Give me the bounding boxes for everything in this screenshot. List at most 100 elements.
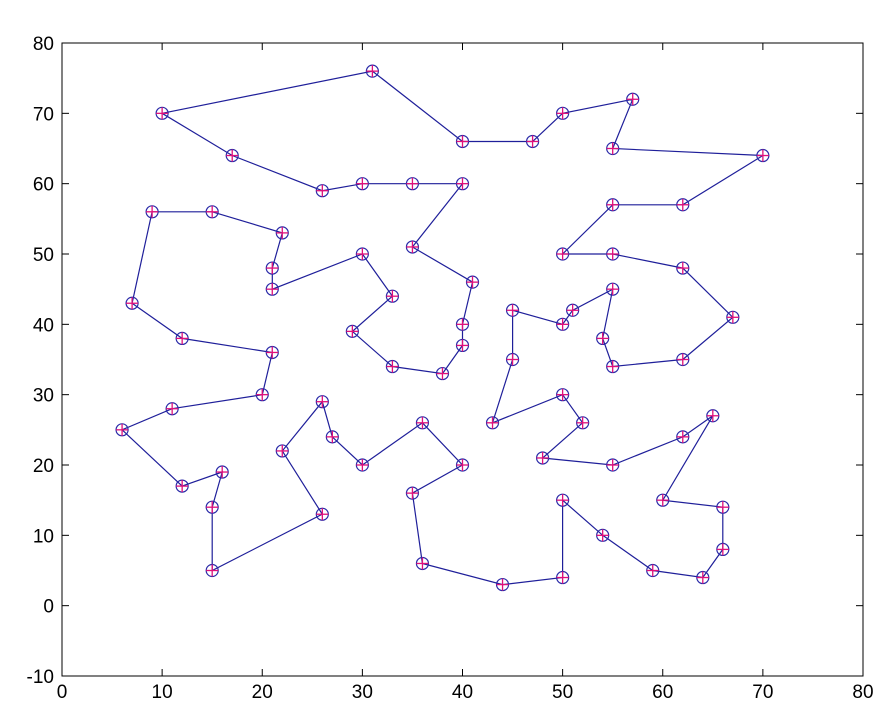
city-marker: [405, 177, 420, 191]
city-marker: [265, 345, 279, 360]
city-marker: [345, 324, 359, 338]
city-marker: [556, 317, 570, 331]
x-tick-label: 0: [57, 682, 68, 703]
city-marker: [676, 261, 690, 275]
city-marker: [525, 134, 540, 149]
x-tick-label: 20: [252, 682, 273, 703]
city-markers: [115, 64, 770, 592]
city-marker: [716, 542, 730, 557]
city-marker: [455, 134, 470, 149]
city-marker: [455, 458, 470, 472]
city-marker: [556, 247, 570, 261]
city-marker: [556, 493, 570, 507]
city-marker: [596, 528, 610, 542]
city-marker: [606, 458, 620, 472]
city-marker: [505, 352, 520, 367]
city-marker: [606, 247, 620, 261]
city-marker: [115, 423, 129, 437]
y-tick-label: 80: [33, 34, 54, 55]
x-tick-label: 10: [152, 682, 173, 703]
x-tick-label: 70: [752, 682, 773, 703]
city-marker: [465, 275, 480, 289]
city-marker: [175, 479, 189, 493]
city-marker: [485, 416, 500, 430]
city-marker: [596, 331, 610, 345]
city-marker: [455, 177, 470, 191]
city-marker: [205, 500, 219, 514]
city-marker: [556, 570, 570, 585]
city-marker: [576, 416, 590, 430]
x-tick-label: 80: [852, 682, 873, 703]
city-marker: [385, 289, 400, 303]
y-tick-label: 60: [33, 175, 54, 196]
y-tick-label: 50: [33, 245, 54, 266]
x-tick-label: 60: [652, 682, 673, 703]
city-marker: [716, 500, 730, 514]
y-tick-label: 10: [33, 526, 54, 547]
city-marker: [355, 247, 369, 261]
city-marker: [265, 282, 279, 296]
city-marker: [455, 317, 470, 331]
city-marker: [355, 458, 369, 472]
x-tick-label: 40: [452, 682, 473, 703]
city-marker: [405, 486, 420, 500]
city-marker: [275, 444, 289, 458]
city-marker: [275, 226, 289, 240]
city-marker: [315, 184, 329, 198]
city-marker: [726, 310, 740, 324]
city-marker: [505, 303, 520, 317]
tick-marks: [61, 42, 864, 677]
city-marker: [255, 388, 269, 402]
city-marker: [415, 556, 430, 571]
city-marker: [535, 451, 550, 465]
city-marker: [606, 141, 620, 156]
x-tick-label: 50: [552, 682, 573, 703]
x-tick-label: 30: [352, 682, 373, 703]
y-tick-label: 20: [33, 456, 54, 477]
city-marker: [205, 563, 219, 578]
city-marker: [676, 198, 690, 212]
city-marker: [175, 331, 189, 345]
city-marker: [756, 148, 770, 163]
y-tick-label: -10: [27, 667, 54, 688]
city-marker: [556, 106, 570, 120]
city-marker: [405, 240, 420, 254]
city-marker: [315, 395, 329, 409]
city-marker: [365, 64, 379, 78]
city-marker: [656, 493, 670, 507]
city-marker: [606, 282, 620, 296]
plot-area-frame: [61, 42, 864, 677]
city-marker: [165, 402, 179, 416]
city-marker: [706, 409, 720, 423]
city-marker: [455, 338, 470, 353]
city-marker: [205, 205, 219, 219]
city-marker: [225, 148, 239, 163]
city-marker: [355, 177, 369, 191]
city-marker: [646, 563, 660, 578]
city-marker: [265, 261, 279, 275]
city-marker: [325, 430, 339, 444]
city-marker: [155, 106, 169, 120]
city-marker: [385, 359, 400, 374]
city-marker: [315, 507, 329, 521]
city-marker: [125, 296, 139, 310]
city-marker: [215, 465, 229, 479]
city-marker: [606, 359, 620, 374]
city-marker: [696, 570, 710, 585]
city-marker: [435, 366, 450, 381]
city-marker: [626, 92, 640, 106]
city-marker: [606, 198, 620, 212]
y-tick-label: 40: [33, 315, 54, 336]
city-marker: [676, 352, 690, 367]
y-tick-label: 0: [43, 597, 54, 618]
city-marker: [145, 205, 159, 219]
city-marker: [566, 303, 580, 317]
city-marker: [415, 416, 430, 430]
city-marker: [495, 577, 510, 592]
y-tick-label: 70: [33, 104, 54, 125]
y-tick-label: 30: [33, 386, 54, 407]
city-marker: [556, 388, 570, 402]
